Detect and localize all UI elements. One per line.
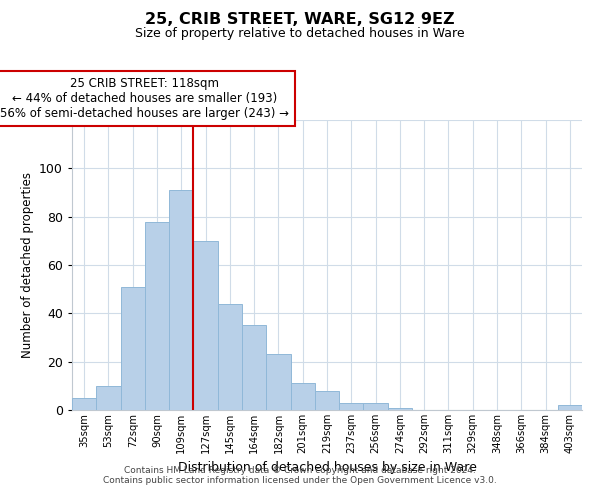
Text: Size of property relative to detached houses in Ware: Size of property relative to detached ho… xyxy=(135,28,465,40)
Y-axis label: Number of detached properties: Number of detached properties xyxy=(20,172,34,358)
Text: Contains HM Land Registry data © Crown copyright and database right 2024.
Contai: Contains HM Land Registry data © Crown c… xyxy=(103,466,497,485)
Bar xyxy=(290,384,315,410)
Bar xyxy=(169,190,193,410)
Bar xyxy=(242,326,266,410)
Bar xyxy=(364,403,388,410)
Bar xyxy=(72,398,96,410)
Text: 25 CRIB STREET: 118sqm
← 44% of detached houses are smaller (193)
56% of semi-de: 25 CRIB STREET: 118sqm ← 44% of detached… xyxy=(1,77,289,120)
X-axis label: Distribution of detached houses by size in Ware: Distribution of detached houses by size … xyxy=(178,462,476,474)
Bar xyxy=(315,390,339,410)
Bar xyxy=(218,304,242,410)
Bar xyxy=(388,408,412,410)
Bar xyxy=(266,354,290,410)
Bar xyxy=(339,403,364,410)
Bar xyxy=(193,241,218,410)
Bar xyxy=(145,222,169,410)
Bar xyxy=(121,287,145,410)
Bar xyxy=(558,405,582,410)
Bar xyxy=(96,386,121,410)
Text: 25, CRIB STREET, WARE, SG12 9EZ: 25, CRIB STREET, WARE, SG12 9EZ xyxy=(145,12,455,28)
